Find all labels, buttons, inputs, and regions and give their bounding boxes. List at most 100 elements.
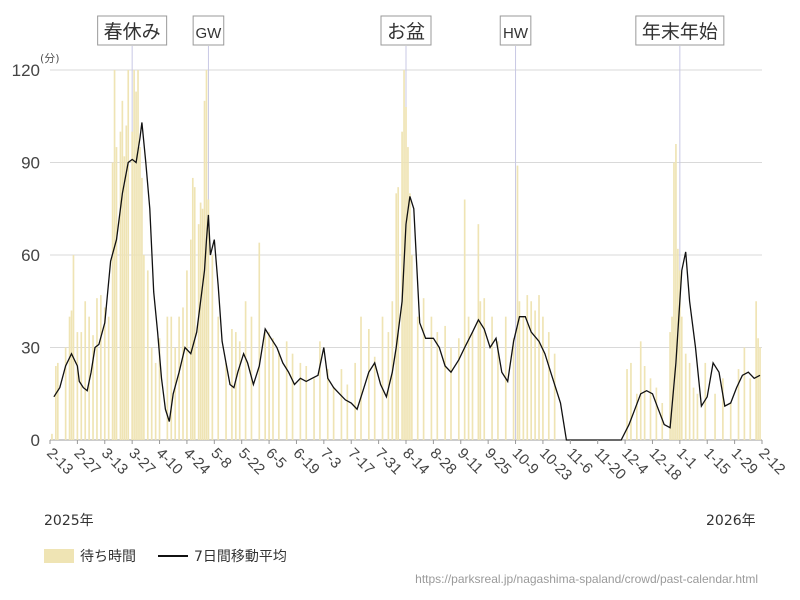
wait-time-bar xyxy=(626,369,628,440)
wait-time-bar xyxy=(409,193,411,440)
y-unit-label: (分) xyxy=(40,52,60,65)
wait-time-bar xyxy=(714,393,716,440)
wait-time-bar xyxy=(661,403,664,440)
wait-time-bar xyxy=(205,70,208,440)
event-label: お盆 xyxy=(387,21,425,43)
wait-time-bar xyxy=(467,316,470,440)
y-tick-label: 120 xyxy=(12,61,40,80)
wait-time-bar xyxy=(643,366,646,440)
wait-time-bar xyxy=(285,341,288,440)
x-tick-label: 7-17 xyxy=(344,445,377,478)
wait-time-bar xyxy=(534,310,536,440)
wait-time-bar xyxy=(457,338,460,440)
x-tick-label: 9-25 xyxy=(481,445,514,478)
x-tick-label: 3-13 xyxy=(98,445,131,478)
event-label-box xyxy=(192,15,225,46)
wait-time-bar xyxy=(139,147,141,441)
wait-time-bar xyxy=(197,224,200,440)
x-tick-label: 7-31 xyxy=(372,445,405,478)
x-tick-label: 6-19 xyxy=(290,445,323,478)
wait-time-bar xyxy=(326,369,329,440)
wait-time-bar xyxy=(491,316,493,440)
wait-time-bar xyxy=(96,298,98,440)
wait-time-bar xyxy=(430,316,433,440)
wait-time-bar xyxy=(526,295,529,440)
x-tick-label: 5-22 xyxy=(235,445,268,478)
x-tick-label: 3-27 xyxy=(125,445,158,478)
wait-time-bar xyxy=(88,316,90,440)
x-tick-label: 2-27 xyxy=(71,445,104,478)
wait-time-bar xyxy=(258,242,261,440)
wait-time-bar xyxy=(234,332,237,440)
wait-time-bar xyxy=(737,369,740,440)
line-legend-swatch xyxy=(158,555,188,557)
wait-time-bar xyxy=(340,369,343,440)
wait-time-bar xyxy=(111,162,114,440)
wait-time-bar xyxy=(170,316,173,440)
event-label-box xyxy=(380,15,432,46)
wait-time-bar xyxy=(150,347,153,440)
x-tick-label: 1-29 xyxy=(728,445,761,478)
wait-time-bar xyxy=(64,347,67,440)
wait-time-bar xyxy=(422,298,425,440)
wait-time-bar xyxy=(178,316,180,440)
wait-time-bar xyxy=(477,224,480,440)
event-label: HW xyxy=(503,25,529,42)
wait-time-bar xyxy=(630,362,632,440)
wait-time-bar xyxy=(522,316,525,440)
wait-time-bar xyxy=(154,362,157,440)
x-tick-label: 2-12 xyxy=(755,445,788,478)
wait-time-bar xyxy=(479,301,482,440)
wait-time-bar xyxy=(729,403,732,440)
wait-time-bar xyxy=(401,131,403,440)
x-tick-label: 9-11 xyxy=(454,445,486,477)
wait-time-bar xyxy=(313,378,315,440)
event-label: 年末年始 xyxy=(642,21,718,43)
wait-time-bar xyxy=(264,332,266,440)
wait-time-bar xyxy=(688,362,691,440)
wait-time-bar xyxy=(244,301,247,440)
wait-time-bar xyxy=(684,353,687,440)
wait-time-bar xyxy=(649,378,652,440)
wait-time-bar xyxy=(436,332,439,440)
wait-time-bar xyxy=(137,70,139,440)
wait-time-bar xyxy=(100,295,102,440)
wait-time-bar xyxy=(354,362,356,440)
wait-time-bar xyxy=(405,107,407,440)
wait-time-bar xyxy=(103,307,106,440)
wait-time-bar xyxy=(131,131,133,440)
wait-time-bar xyxy=(143,255,145,440)
wait-time-bar xyxy=(677,248,679,440)
wait-time-bar xyxy=(512,338,515,440)
y-tick-label: 90 xyxy=(21,154,40,173)
wait-time-bar xyxy=(671,316,673,440)
wait-time-bar xyxy=(238,341,241,440)
wait-time-bar xyxy=(516,165,519,441)
x-tick-label: 1-15 xyxy=(700,445,733,478)
wait-time-bar xyxy=(497,341,499,440)
wait-time-bar xyxy=(675,144,677,440)
wait-time-bar xyxy=(397,187,400,440)
wait-time-bar xyxy=(673,162,675,440)
wait-time-bar xyxy=(186,270,188,440)
legend: 待ち時間 7日間移動平均 xyxy=(44,546,287,566)
wait-time-bar xyxy=(639,341,642,440)
wait-time-bar xyxy=(679,270,681,440)
wait-time-bar xyxy=(125,125,128,440)
y-tick-label: 30 xyxy=(21,339,40,358)
wait-time-bar xyxy=(757,338,759,440)
wait-time-bar xyxy=(407,147,409,441)
wait-time-bar xyxy=(368,329,370,440)
wait-time-bar xyxy=(115,147,118,441)
wait-time-bar xyxy=(272,338,274,440)
wait-time-bar xyxy=(207,199,210,440)
wait-time-bar xyxy=(319,341,321,440)
wait-time-bar xyxy=(635,393,638,440)
wait-time-bar xyxy=(190,239,192,440)
wait-time-bar xyxy=(346,384,349,440)
wait-time-bar xyxy=(299,362,302,440)
y-tick-label: 60 xyxy=(21,246,40,265)
wait-time-bar xyxy=(191,177,194,440)
wait-time-bar xyxy=(68,316,71,440)
wait-time-bar xyxy=(538,295,540,440)
